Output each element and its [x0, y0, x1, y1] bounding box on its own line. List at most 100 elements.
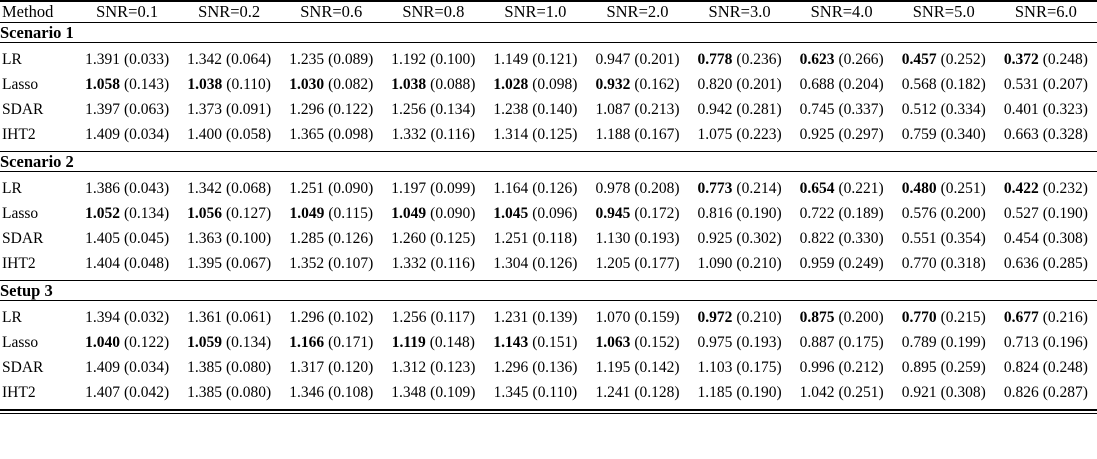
value-cell: 0.576 (0.200)	[893, 201, 995, 226]
sd-value: (0.281)	[736, 101, 782, 118]
value-cell: 1.363 (0.100)	[178, 226, 280, 251]
sd-value: (0.212)	[838, 359, 884, 376]
table-row-iht2: IHT2 1.404 (0.048) 1.395 (0.067) 1.352 (0.107)…	[0, 251, 1097, 281]
value-cell: 0.947 (0.201)	[586, 43, 688, 73]
section-title: Scenario 2	[0, 151, 1097, 172]
mean-value: 0.654	[799, 180, 835, 197]
section-title-row: Scenario 1	[0, 22, 1097, 43]
method-cell: LR	[2, 309, 22, 326]
sd-value: (0.210)	[736, 309, 782, 326]
value-cell: 1.103 (0.175)	[689, 355, 791, 380]
value-cell: 1.391 (0.033)	[76, 43, 178, 73]
value-cell: 1.346 (0.108)	[280, 380, 383, 411]
sd-value: (0.177)	[634, 255, 680, 272]
section-setup-3: Setup 3 LR 1.394 (0.032) 1.361 (0.061) 1.296 (0…	[0, 280, 1097, 411]
value-cell: 1.404 (0.048)	[76, 251, 179, 281]
sd-value: (0.122)	[123, 334, 170, 351]
mean-value: 1.042	[799, 384, 835, 401]
value-cell: 1.365 (0.098)	[280, 122, 383, 152]
value-cell: 1.130 (0.193)	[586, 226, 688, 251]
sd-value: (0.308)	[940, 384, 986, 401]
mean-value: 1.260	[391, 230, 427, 247]
mean-value: 0.942	[697, 101, 733, 118]
mean-value: 1.028	[493, 76, 529, 93]
sd-value: (0.096)	[532, 205, 578, 222]
sd-value: (0.208)	[634, 180, 680, 197]
mean-value: 1.149	[493, 51, 529, 68]
sd-value: (0.143)	[123, 76, 170, 93]
value-cell: 0.568 (0.182)	[893, 72, 995, 97]
value-cell: 1.386 (0.043)	[76, 172, 178, 202]
sd-value: (0.334)	[940, 101, 986, 118]
sd-value: (0.216)	[1042, 309, 1088, 326]
mean-value: 0.457	[901, 51, 937, 68]
sd-value: (0.142)	[634, 359, 680, 376]
mean-value: 0.947	[595, 51, 631, 68]
col-header-snr-1: SNR=0.1	[76, 0, 179, 23]
sd-value: (0.048)	[123, 255, 170, 272]
table-row-lr: LR 1.386 (0.043) 1.342 (0.068) 1.251 (0.090) 1.…	[0, 172, 1097, 202]
value-cell: 0.677 (0.216)	[995, 301, 1097, 331]
sd-value: (0.033)	[123, 51, 170, 68]
value-cell: 0.822 (0.330)	[791, 226, 893, 251]
value-cell: 0.959 (0.249)	[790, 251, 893, 281]
sd-value: (0.090)	[328, 180, 374, 197]
sd-value: (0.122)	[328, 101, 374, 118]
mean-value: 1.256	[391, 309, 427, 326]
mean-value: 1.045	[493, 205, 529, 222]
value-cell: 1.397 (0.063)	[76, 97, 178, 122]
table-row-lr: LR 1.391 (0.033) 1.342 (0.064) 1.235 (0.089) 1.…	[0, 43, 1097, 73]
sd-value: (0.034)	[123, 359, 170, 376]
sd-value: (0.207)	[1042, 76, 1088, 93]
value-cell: 1.394 (0.032)	[76, 301, 178, 331]
mean-value: 1.363	[187, 230, 223, 247]
value-cell: 1.063 (0.152)	[586, 330, 688, 355]
value-cell: 1.400 (0.058)	[178, 122, 281, 152]
value-cell: 1.056 (0.127)	[178, 201, 280, 226]
value-cell: 1.296 (0.136)	[484, 355, 586, 380]
value-cell: 0.759 (0.340)	[892, 122, 995, 152]
sd-value: (0.337)	[838, 101, 884, 118]
value-cell: 0.887 (0.175)	[791, 330, 893, 355]
sd-value: (0.201)	[736, 76, 782, 93]
mean-value: 1.304	[493, 255, 529, 272]
value-cell: 0.925 (0.297)	[790, 122, 893, 152]
value-cell: 1.345 (0.110)	[484, 380, 587, 411]
mean-value: 1.087	[595, 101, 631, 118]
sd-value: (0.200)	[940, 205, 986, 222]
sd-value: (0.043)	[123, 180, 170, 197]
sd-value: (0.102)	[328, 309, 374, 326]
mean-value: 1.404	[85, 255, 120, 272]
method-cell: IHT2	[0, 380, 77, 411]
col-header-snr-4: SNR=0.8	[382, 0, 485, 23]
sd-value: (0.061)	[226, 309, 272, 326]
table-row-iht2: IHT2 1.409 (0.034) 1.400 (0.058) 1.365 (0.098)…	[0, 122, 1097, 152]
value-cell: 1.231 (0.139)	[484, 301, 586, 331]
value-cell: 0.422 (0.232)	[995, 172, 1097, 202]
sd-value: (0.287)	[1042, 384, 1088, 401]
value-cell: 0.921 (0.308)	[892, 380, 995, 411]
section-title-row: Scenario 2	[0, 151, 1097, 172]
col-header-snr-7: SNR=3.0	[688, 0, 791, 23]
table-row-lr: LR 1.394 (0.032) 1.361 (0.061) 1.296 (0.102) 1.…	[0, 301, 1097, 331]
mean-value: 1.070	[595, 309, 631, 326]
value-cell: 1.192 (0.100)	[382, 43, 484, 73]
mean-value: 0.527	[1003, 205, 1039, 222]
sd-value: (0.068)	[226, 180, 272, 197]
mean-value: 0.480	[901, 180, 937, 197]
value-cell: 0.713 (0.196)	[995, 330, 1097, 355]
sd-value: (0.175)	[838, 334, 884, 351]
value-cell: 1.342 (0.064)	[178, 43, 280, 73]
sd-value: (0.034)	[123, 126, 170, 143]
value-cell: 1.395 (0.067)	[178, 251, 281, 281]
mean-value: 1.231	[493, 309, 529, 326]
mean-value: 0.972	[697, 309, 733, 326]
mean-value: 1.040	[85, 334, 120, 351]
mean-value: 0.745	[799, 101, 835, 118]
mean-value: 0.959	[799, 255, 835, 272]
sd-value: (0.080)	[226, 384, 272, 401]
mean-value: 1.409	[85, 359, 120, 376]
results-table: Method SNR=0.1 SNR=0.2 SNR=0.6 SNR=0.8 SNR=1.…	[0, 0, 1097, 411]
mean-value: 1.296	[289, 101, 325, 118]
mean-value: 1.346	[289, 384, 325, 401]
